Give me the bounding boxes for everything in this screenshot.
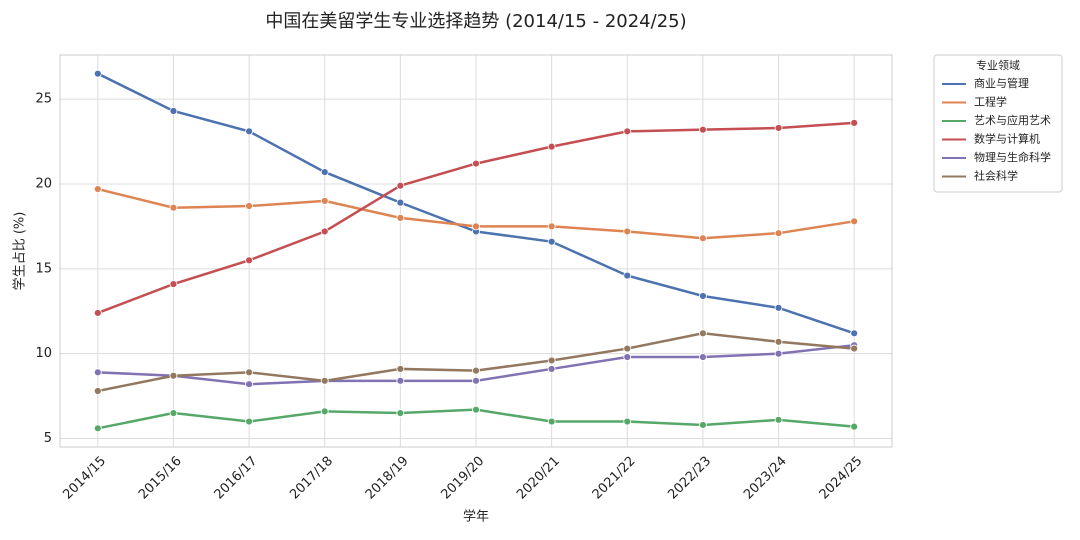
point	[245, 127, 253, 136]
point	[320, 376, 329, 385]
point	[850, 344, 859, 353]
y-tick-label: 5	[44, 431, 52, 446]
point	[472, 366, 480, 375]
point	[245, 380, 253, 389]
point	[396, 181, 405, 190]
point	[396, 365, 405, 373]
point	[699, 292, 707, 300]
point	[396, 214, 405, 222]
x-axis-label: 学年	[463, 509, 489, 525]
point	[320, 168, 329, 176]
point	[699, 421, 707, 429]
point	[396, 409, 405, 417]
y-tick-label: 15	[35, 261, 52, 276]
x-tick-label: 2023/24	[741, 454, 790, 503]
point	[472, 159, 480, 168]
point	[623, 127, 632, 136]
point	[850, 329, 859, 338]
point	[396, 376, 405, 385]
point	[774, 349, 783, 358]
point	[547, 142, 556, 151]
point	[623, 271, 632, 280]
point	[774, 415, 783, 424]
point	[850, 217, 859, 226]
point	[699, 353, 707, 361]
point	[169, 107, 178, 115]
point	[169, 280, 178, 288]
point	[245, 202, 253, 210]
point	[774, 337, 783, 346]
y-tick-label: 25	[35, 92, 52, 107]
point	[472, 222, 480, 231]
x-tick-label: 2018/19	[363, 454, 412, 503]
point	[850, 422, 859, 431]
point	[623, 353, 632, 361]
x-tick-label: 2015/16	[136, 454, 185, 503]
legend-label: 社会科学	[974, 169, 1018, 183]
legend-label: 物理与生命科学	[974, 150, 1051, 164]
point	[93, 424, 102, 433]
point	[245, 256, 253, 265]
point	[245, 368, 253, 377]
point	[547, 222, 556, 231]
point	[169, 203, 178, 212]
x-tick-label: 2021/22	[590, 454, 639, 503]
legend-label: 商业与管理	[974, 76, 1029, 90]
x-tick-label: 2019/20	[439, 454, 488, 503]
point	[472, 405, 480, 414]
legend-label: 艺术与应用艺术	[974, 113, 1051, 127]
point	[547, 237, 556, 246]
point	[699, 329, 707, 338]
x-tick-label: 2016/17	[212, 454, 261, 503]
point	[623, 344, 632, 353]
point	[320, 227, 329, 236]
plot-frame	[59, 54, 893, 448]
x-tick-label: 2024/25	[817, 454, 866, 503]
point	[850, 118, 859, 127]
legend-label: 工程学	[974, 95, 1007, 109]
point	[93, 387, 102, 395]
legend-label: 数学与计算机	[974, 132, 1040, 146]
x-tick-label: 2017/18	[287, 454, 336, 503]
point	[93, 309, 102, 317]
point	[320, 407, 329, 416]
point	[774, 303, 783, 312]
y-axis-label: 学生占比 (%)	[12, 212, 28, 291]
point	[245, 417, 253, 426]
point	[320, 197, 329, 205]
point	[699, 234, 707, 243]
point	[93, 368, 102, 377]
point	[93, 185, 102, 193]
point	[396, 198, 405, 207]
x-tick-label: 2020/21	[514, 454, 563, 503]
y-tick-label: 20	[35, 176, 52, 191]
y-tick-label: 10	[35, 346, 52, 361]
point	[774, 124, 783, 132]
point	[547, 365, 556, 373]
point	[699, 125, 707, 134]
point	[547, 417, 556, 426]
point	[547, 356, 556, 365]
point	[472, 376, 480, 385]
point	[623, 227, 632, 236]
chart-title: 中国在美留学生专业选择趋势 (2014/15 - 2024/25)	[265, 11, 686, 32]
point	[169, 409, 178, 417]
point	[623, 417, 632, 426]
point	[774, 229, 783, 238]
point	[169, 371, 178, 380]
legend-title: 专业领域	[976, 58, 1020, 72]
x-tick-label: 2022/23	[665, 454, 714, 503]
point	[93, 69, 102, 78]
x-tick-label: 2014/15	[60, 454, 109, 503]
